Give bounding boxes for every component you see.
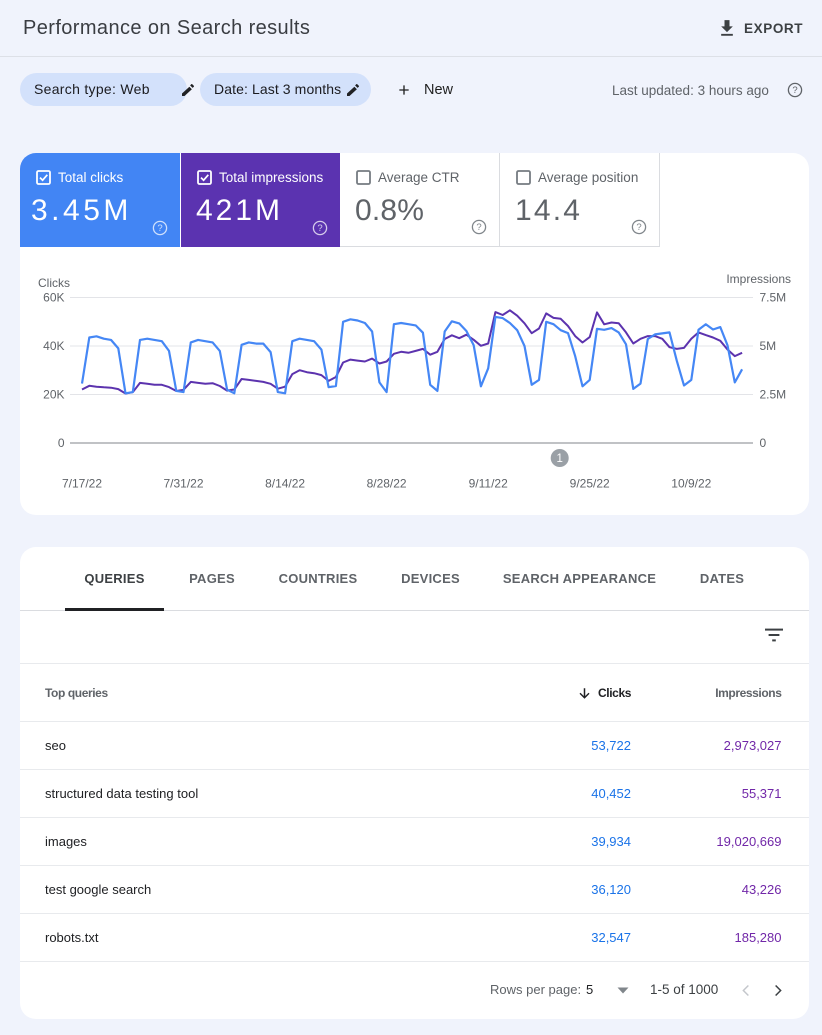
- svg-text:8/14/22: 8/14/22: [265, 476, 305, 490]
- svg-text:9/11/22: 9/11/22: [469, 476, 508, 490]
- svg-text:20K: 20K: [43, 387, 64, 401]
- svg-text:?: ?: [157, 223, 162, 234]
- svg-text:0: 0: [760, 436, 767, 450]
- svg-text:9/25/22: 9/25/22: [570, 476, 610, 490]
- svg-text:?: ?: [317, 223, 322, 234]
- svg-text:7/31/22: 7/31/22: [163, 476, 203, 490]
- svg-text:2.5M: 2.5M: [760, 387, 787, 401]
- svg-text:10/9/22: 10/9/22: [671, 476, 711, 490]
- svg-text:?: ?: [792, 85, 797, 96]
- svg-text:Clicks: Clicks: [38, 276, 70, 290]
- svg-text:40K: 40K: [43, 339, 64, 353]
- svg-text:5M: 5M: [760, 339, 777, 353]
- svg-text:0: 0: [58, 436, 65, 450]
- svg-text:1: 1: [556, 453, 562, 465]
- svg-text:60K: 60K: [43, 290, 64, 304]
- svg-text:7.5M: 7.5M: [760, 290, 787, 304]
- svg-text:8/28/22: 8/28/22: [367, 476, 407, 490]
- svg-text:7/17/22: 7/17/22: [62, 476, 102, 490]
- svg-text:?: ?: [636, 222, 641, 233]
- svg-text:Impressions: Impressions: [726, 272, 791, 286]
- svg-text:?: ?: [476, 222, 481, 233]
